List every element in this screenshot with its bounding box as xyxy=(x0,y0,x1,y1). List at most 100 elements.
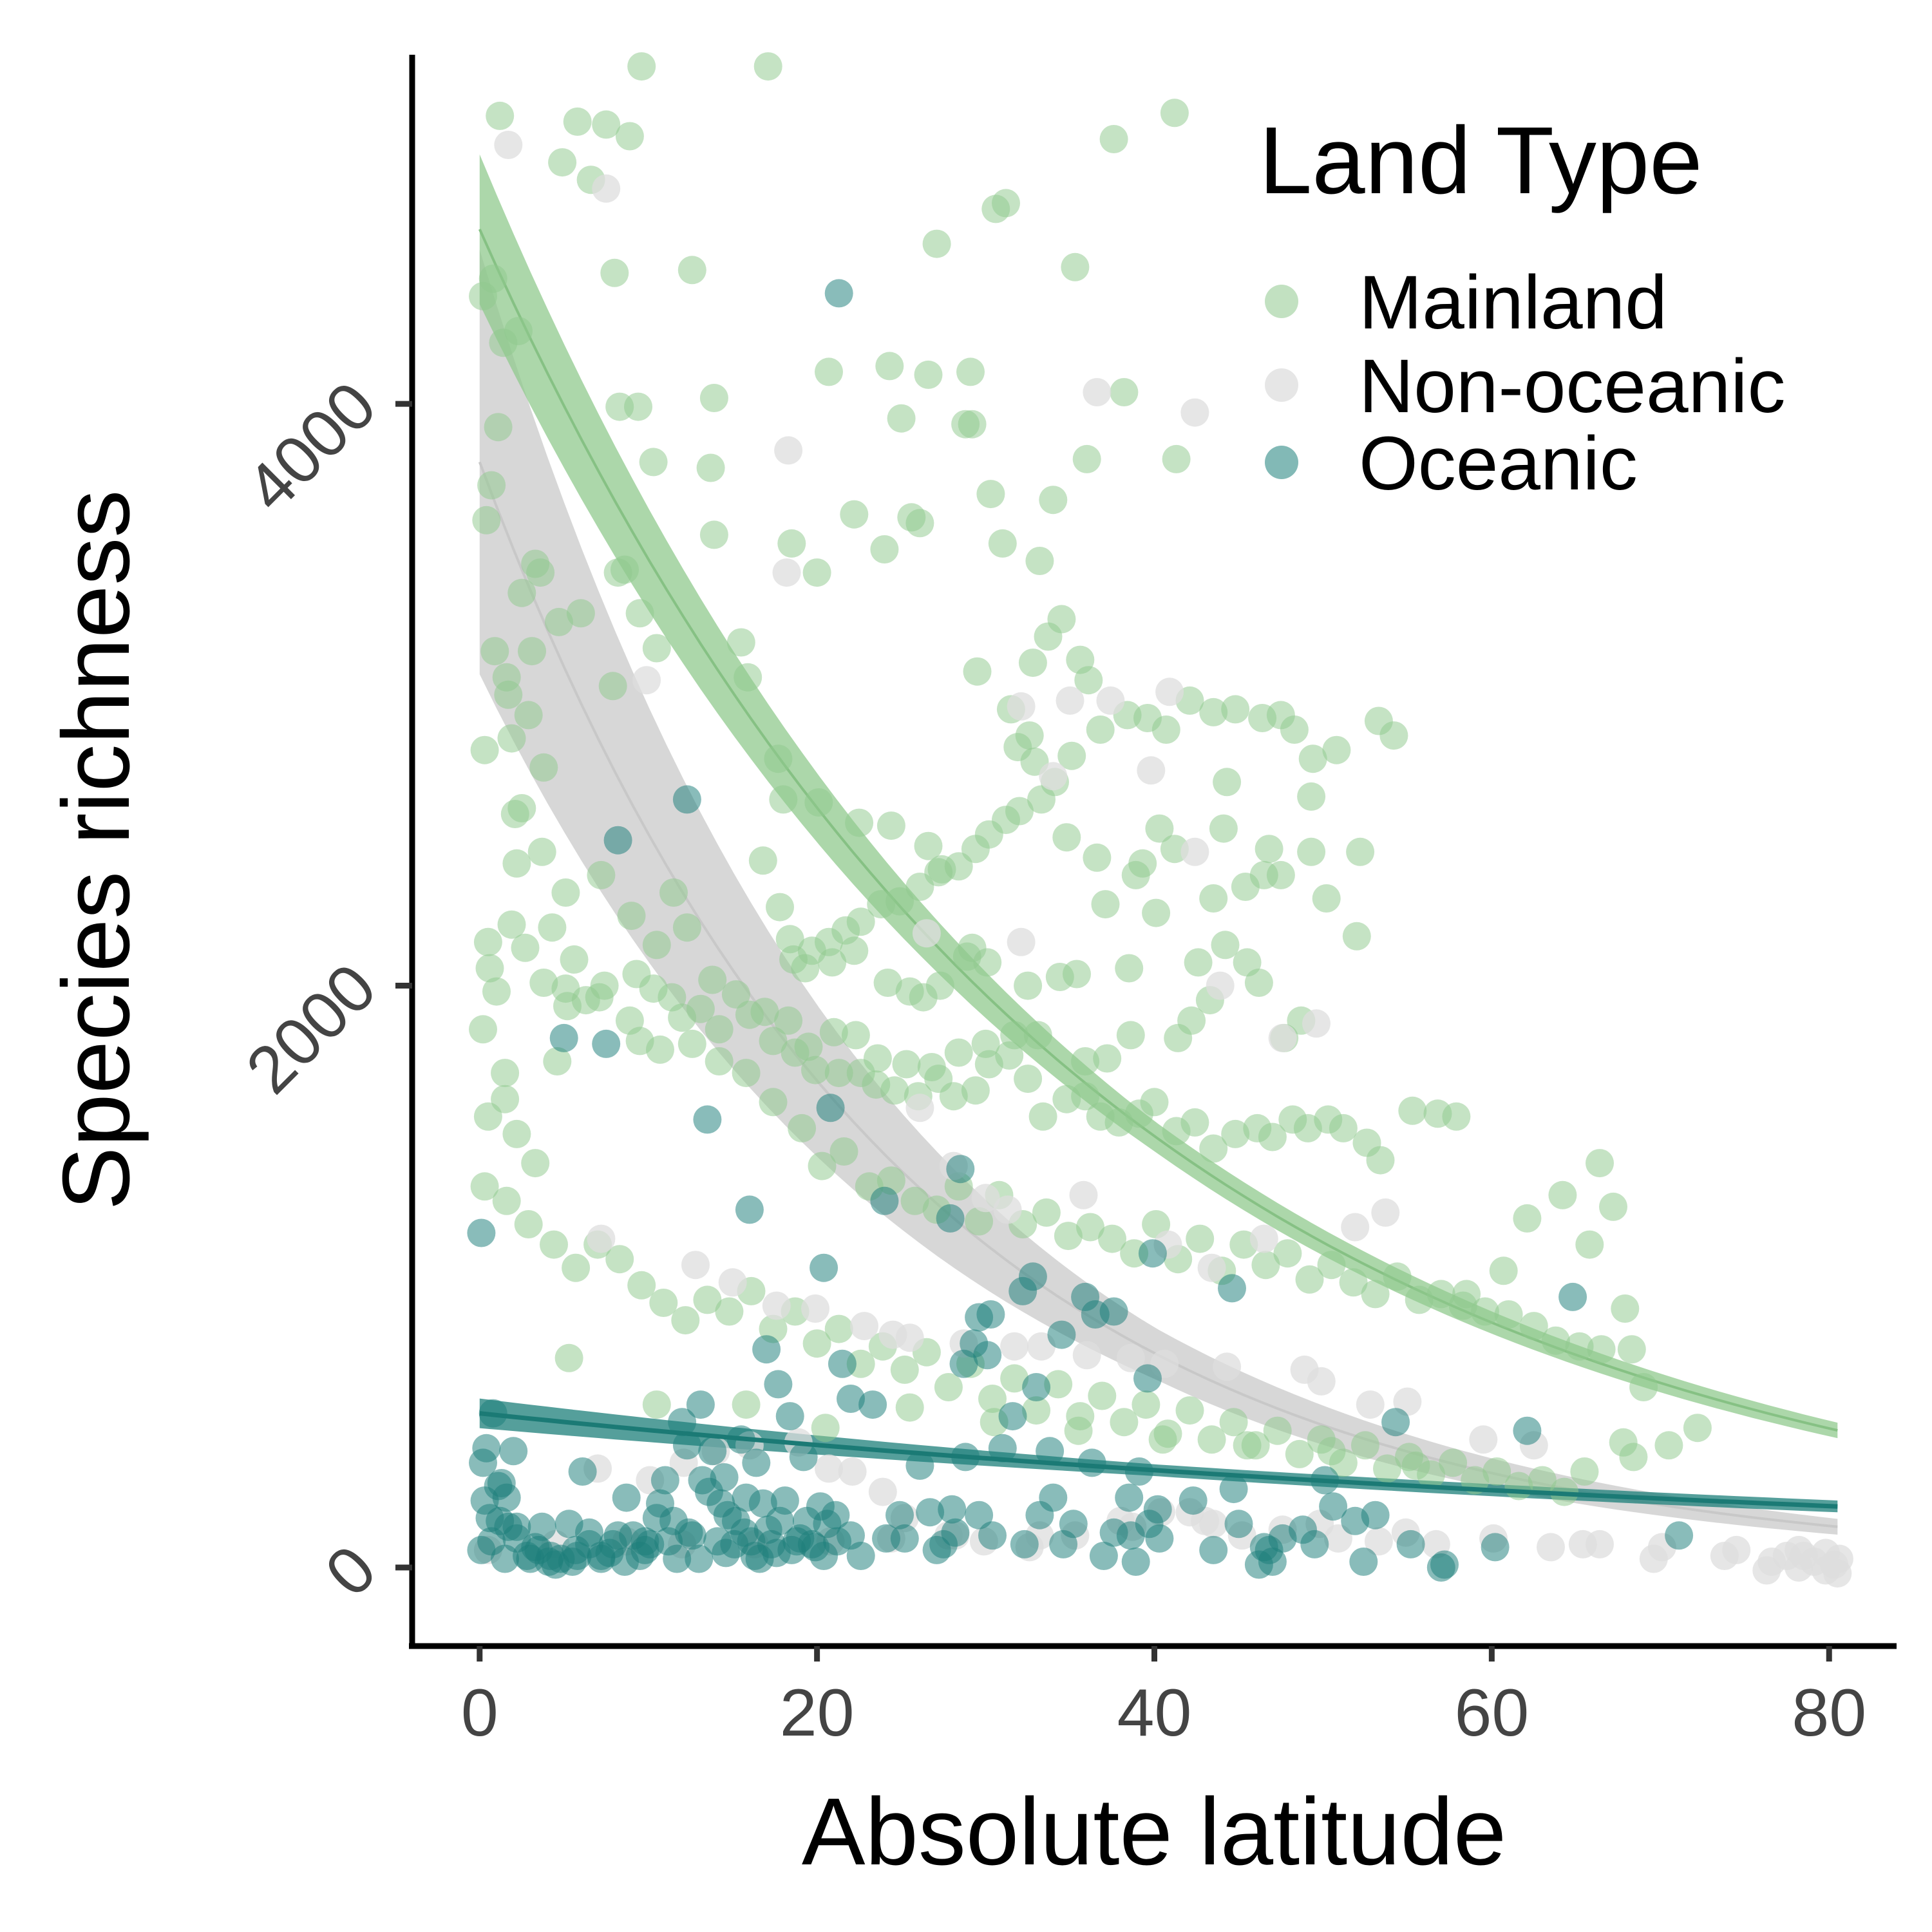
non-oceanic-point xyxy=(868,1477,897,1506)
mainland-point xyxy=(1297,837,1326,866)
legend-label-mainland: Mainland xyxy=(1359,260,1667,345)
mainland-point xyxy=(1148,1425,1177,1454)
mainland-point xyxy=(1405,1285,1434,1314)
mainland-point xyxy=(952,942,981,971)
mainland-point xyxy=(477,471,506,500)
mainland-point xyxy=(1088,1381,1117,1410)
mainland-point xyxy=(753,52,782,81)
mainland-point xyxy=(721,980,750,1009)
mainland-point xyxy=(592,110,621,139)
mainland-point xyxy=(815,357,843,386)
oceanic-point xyxy=(1115,1483,1144,1512)
oceanic-point xyxy=(752,1335,781,1364)
y-axis-title: Species richness xyxy=(43,490,149,1211)
oceanic-point xyxy=(698,1437,727,1466)
mainland-point xyxy=(642,1390,671,1419)
oceanic-point xyxy=(535,1548,564,1576)
mainland-point xyxy=(1115,954,1144,983)
mainland-point xyxy=(1295,1265,1324,1294)
mainland-point xyxy=(934,1373,963,1401)
mainland-point xyxy=(469,281,497,310)
mainland-point xyxy=(909,983,938,1012)
mainland-point xyxy=(988,529,1017,558)
mainland-point xyxy=(507,794,536,822)
oceanic-point xyxy=(712,1539,741,1567)
mainland-point xyxy=(802,1329,831,1358)
mainland-point xyxy=(1654,1431,1683,1460)
non-oceanic-point xyxy=(850,1312,878,1341)
mainland-point xyxy=(801,1056,829,1084)
mainland-point xyxy=(922,229,951,258)
mainland-point xyxy=(600,258,629,287)
mainland-point xyxy=(887,404,916,433)
non-oceanic-point xyxy=(1180,398,1209,427)
non-oceanic-point xyxy=(971,1184,1000,1213)
mainland-point xyxy=(1039,486,1068,515)
mainland-point xyxy=(1023,1021,1052,1050)
oceanic-point xyxy=(1022,1373,1051,1401)
mainland-point xyxy=(677,1029,706,1058)
non-oceanic-point xyxy=(681,1251,710,1280)
mainland-point xyxy=(507,578,536,607)
oceanic-point xyxy=(1224,1510,1253,1539)
mainland-point xyxy=(484,413,513,442)
non-oceanic-point xyxy=(838,1457,867,1486)
non-oceanic-point xyxy=(1007,927,1036,956)
mainland-point xyxy=(492,1186,521,1215)
mainland-point xyxy=(1219,1408,1248,1437)
oceanic-point xyxy=(938,1495,967,1524)
oceanic-point xyxy=(775,1402,804,1431)
mainland-point xyxy=(867,890,896,919)
mainland-point xyxy=(1074,666,1103,695)
oceanic-point xyxy=(810,1253,838,1282)
mainland-point xyxy=(671,1306,700,1335)
mainland-point xyxy=(526,558,555,587)
mainland-point xyxy=(625,599,654,628)
non-oceanic-point xyxy=(1341,1213,1370,1242)
mainland-point xyxy=(1098,1224,1126,1253)
non-oceanic-point xyxy=(632,666,661,695)
mainland-point xyxy=(971,1029,1000,1058)
oceanic-point xyxy=(837,1385,865,1413)
mainland-point xyxy=(540,1230,568,1259)
non-oceanic-point xyxy=(1812,1556,1840,1585)
mainland-point xyxy=(1599,1192,1627,1221)
oceanic-point xyxy=(603,826,632,855)
mainland-point xyxy=(705,1047,734,1075)
oceanic-point xyxy=(1179,1486,1208,1515)
mainland-point xyxy=(1025,547,1054,575)
mainland-point xyxy=(1329,1113,1358,1142)
x-tick-label: 60 xyxy=(1455,1676,1530,1750)
mainland-point xyxy=(1061,252,1090,281)
mainland-point xyxy=(1350,1431,1379,1460)
mainland-point xyxy=(1221,1119,1250,1148)
y-tick-label: 4000 xyxy=(232,368,391,526)
mainland-point xyxy=(1285,1439,1314,1468)
mainland-point xyxy=(473,1102,502,1131)
oceanic-point xyxy=(1047,1320,1076,1349)
oceanic-point xyxy=(988,1434,1017,1463)
oceanic-point xyxy=(828,1349,857,1378)
mainland-point xyxy=(514,701,543,730)
oceanic-point xyxy=(978,1521,1007,1550)
mainland-point xyxy=(880,1076,909,1105)
mainland-point xyxy=(617,902,646,931)
mainland-point xyxy=(470,1172,499,1201)
oceanic-point xyxy=(870,1186,899,1215)
mainland-point xyxy=(1116,1021,1145,1050)
oceanic-point xyxy=(491,1544,520,1573)
oceanic-point xyxy=(472,1434,501,1463)
non-oceanic-point xyxy=(895,1323,924,1352)
oceanic-point xyxy=(936,1204,965,1233)
mainland-point xyxy=(958,410,987,439)
oceanic-point xyxy=(1199,1535,1228,1564)
oceanic-point xyxy=(1018,1262,1047,1291)
data-points xyxy=(467,52,1853,1588)
oceanic-point xyxy=(872,1524,900,1553)
legend-key-oceanic xyxy=(1265,446,1298,479)
mainland-point xyxy=(1064,1416,1093,1445)
mainland-point xyxy=(1617,1335,1646,1364)
oceanic-point xyxy=(721,1506,750,1535)
mainland-point xyxy=(895,1393,924,1422)
non-oceanic-point xyxy=(1356,1390,1385,1419)
